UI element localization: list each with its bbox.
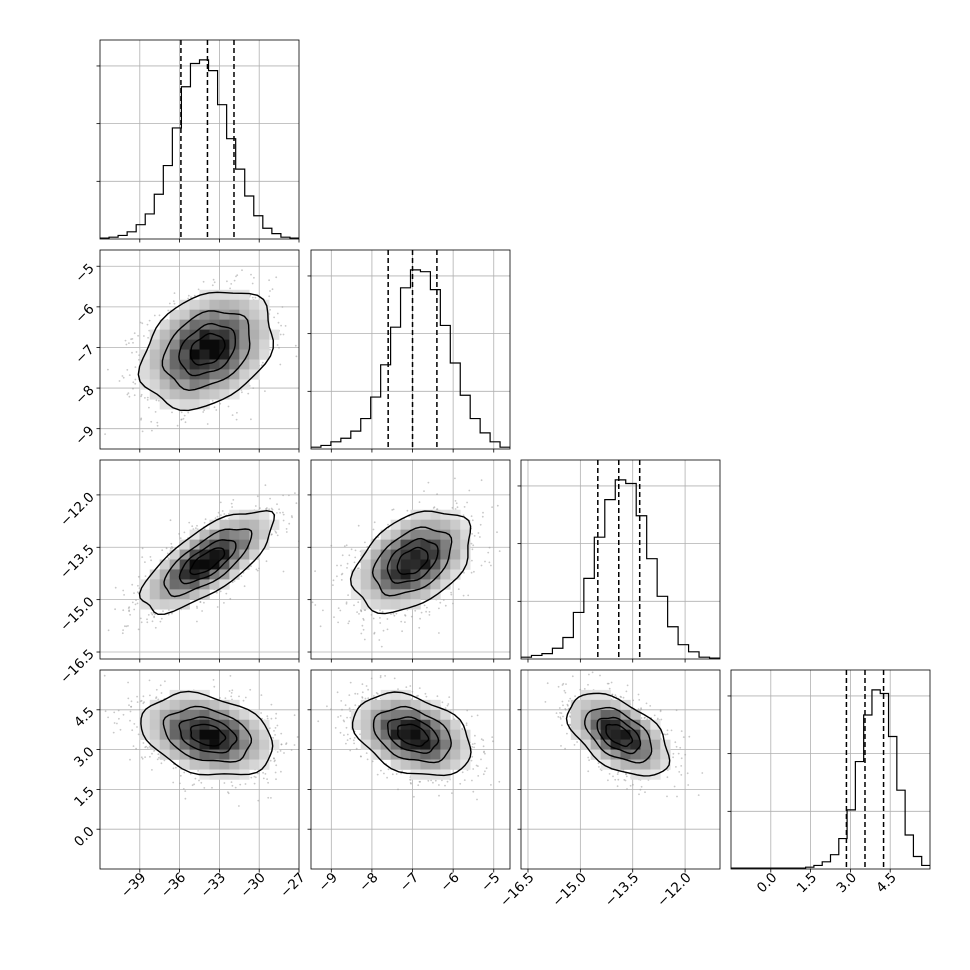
y-tick-label: −6 xyxy=(72,301,97,326)
contour-2-0-2 xyxy=(178,539,237,585)
x-tick-label: −8 xyxy=(356,870,381,895)
contour-3-1-2 xyxy=(386,716,440,754)
y-tick-label: −15.0 xyxy=(57,594,98,635)
y-tick-label: −7 xyxy=(72,342,97,367)
x-tick-label: −27 xyxy=(277,870,308,901)
density-cells-3-0 xyxy=(139,689,280,780)
y-tick-label: −13.5 xyxy=(57,542,98,583)
contour-3-2-3 xyxy=(605,723,634,748)
contour-1-0-2 xyxy=(178,322,236,377)
contour-2-0-1 xyxy=(163,528,253,598)
density-cells-2-1 xyxy=(350,509,471,610)
contour-3-2-0 xyxy=(565,692,671,777)
contour-3-0-0 xyxy=(140,690,274,776)
contour-3-1-3 xyxy=(397,723,430,747)
histogram-step-0 xyxy=(100,59,299,239)
density-cells-3-1 xyxy=(350,689,471,780)
y-tick-label: −16.5 xyxy=(57,646,98,687)
x-tick-label: 3.0 xyxy=(834,870,861,897)
histogram-1 xyxy=(311,250,510,449)
contour-3-0-1 xyxy=(162,705,253,763)
contour-2-0-3 xyxy=(189,547,226,576)
contour-2-1-0 xyxy=(349,510,472,615)
y-tick-label: −12.0 xyxy=(57,489,98,530)
contour-3-0-3 xyxy=(189,723,227,747)
y-tick-label: −9 xyxy=(72,423,97,448)
contour-2-1-2 xyxy=(386,537,439,584)
y-tick-label: 0.0 xyxy=(71,824,98,851)
x-tick-label: −12.0 xyxy=(654,870,695,911)
panel-2-0 xyxy=(107,484,299,635)
y-tick-label: 3.0 xyxy=(71,744,98,771)
y-tick-label: −8 xyxy=(72,382,97,407)
panel-3-2 xyxy=(544,671,704,798)
contour-2-0-0 xyxy=(138,509,276,616)
contour-3-1-0 xyxy=(351,691,472,777)
histogram-step-1 xyxy=(311,269,510,448)
histogram-step-3 xyxy=(731,689,930,869)
contour-2-1-3 xyxy=(396,546,429,575)
x-tick-label: −16.5 xyxy=(497,870,538,911)
panel-2-1 xyxy=(311,477,501,648)
x-tick-label: 0.0 xyxy=(754,870,781,897)
y-tick-label: −5 xyxy=(72,261,97,286)
x-tick-label: −30 xyxy=(237,870,268,901)
contour-3-2-1 xyxy=(584,706,653,764)
histogram-2 xyxy=(521,460,720,659)
y-tick-label: 4.5 xyxy=(71,704,98,731)
histogram-3 xyxy=(731,670,930,869)
contour-3-1-1 xyxy=(372,705,452,764)
x-tick-label: −13.5 xyxy=(602,870,643,911)
x-tick-label: −7 xyxy=(397,870,422,895)
x-tick-label: −5 xyxy=(478,870,503,895)
y-tick-label: 1.5 xyxy=(71,784,98,811)
contour-2-1-1 xyxy=(371,526,453,597)
contour-1-0-1 xyxy=(161,310,251,392)
panel-3-0 xyxy=(103,674,299,807)
panel-1-0 xyxy=(104,269,298,435)
contour-3-2-2 xyxy=(596,716,642,755)
histogram-0 xyxy=(100,40,299,239)
density-cells-1-0 xyxy=(139,289,280,410)
histogram-step-2 xyxy=(521,479,720,659)
contour-1-0-0 xyxy=(137,291,275,412)
contour-3-0-2 xyxy=(178,716,238,754)
x-tick-label: −33 xyxy=(198,870,229,901)
x-tick-label: 4.5 xyxy=(873,870,900,897)
x-tick-label: −9 xyxy=(316,870,341,895)
panel-3-1 xyxy=(317,675,501,801)
x-tick-label: −39 xyxy=(118,870,149,901)
x-tick-label: −15.0 xyxy=(549,870,590,911)
density-cells-3-2 xyxy=(570,689,671,780)
contour-1-0-3 xyxy=(189,332,226,366)
x-tick-label: 1.5 xyxy=(794,870,821,897)
x-tick-label: −6 xyxy=(437,870,462,895)
x-tick-label: −36 xyxy=(158,870,189,901)
